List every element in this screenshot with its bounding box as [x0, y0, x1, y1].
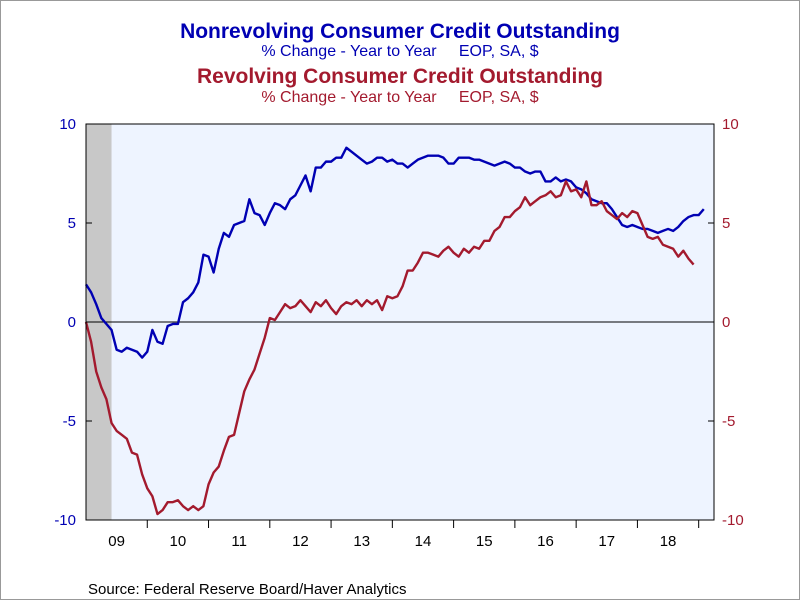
y-right-tick-label: -10	[722, 512, 744, 529]
x-tick-label: 14	[415, 533, 432, 550]
chart-title-nonrevolving: Nonrevolving Consumer Credit Outstanding	[180, 20, 620, 43]
chart-source: Source: Federal Reserve Board/Haver Anal…	[88, 581, 406, 598]
x-tick-label: 09	[108, 533, 125, 550]
x-tick-label: 13	[353, 533, 370, 550]
y-left-tick-label: -5	[63, 413, 76, 430]
x-tick-label: 18	[660, 533, 677, 550]
y-right-tick-label: 5	[722, 215, 730, 232]
y-left-tick-label: 0	[68, 314, 76, 331]
chart-title-revolving: Revolving Consumer Credit Outstanding	[197, 65, 603, 88]
y-left-tick-label: 10	[59, 116, 76, 133]
x-tick-label: 12	[292, 533, 309, 550]
series-layer	[84, 146, 705, 516]
series-line-revolving	[84, 180, 695, 516]
y-left-tick-label: 5	[68, 215, 76, 232]
chart-subtitle-nonrevolving: % Change - Year to Year EOP, SA, $	[261, 43, 538, 60]
x-tick-label: 10	[170, 533, 187, 550]
x-tick-label: 16	[537, 533, 554, 550]
x-tick-label: 17	[598, 533, 615, 550]
chart-subtitle-revolving: % Change - Year to Year EOP, SA, $	[261, 89, 538, 106]
y-right-tick-label: -5	[722, 413, 735, 430]
x-tick-label: 15	[476, 533, 493, 550]
x-tick-label: 11	[231, 533, 247, 550]
y-left-tick-label: -10	[54, 512, 76, 529]
y-right-tick-label: 0	[722, 314, 730, 331]
ticks-layer: 10 5 0 -5 -10 10 5 0 -5 -10 09 10 11 12 13 14 15 16 17 18	[54, 116, 743, 550]
y-right-tick-label: 10	[722, 116, 739, 133]
